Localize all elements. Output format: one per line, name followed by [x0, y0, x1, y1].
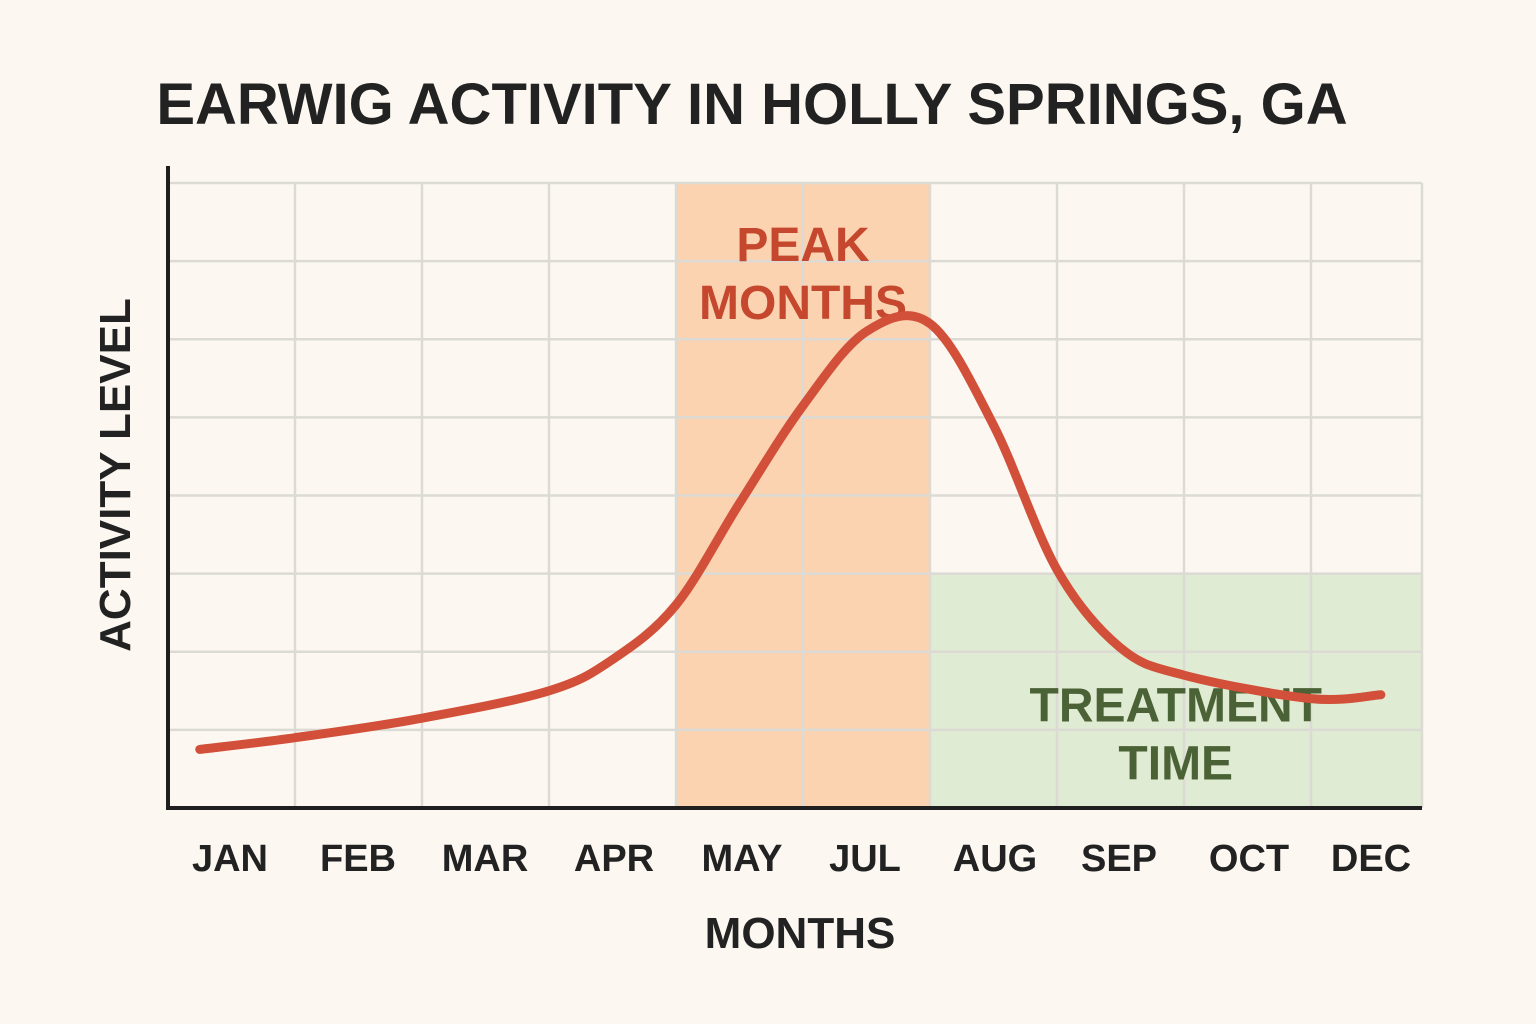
band-0-label-line-1: MONTHS: [699, 277, 907, 330]
x-tick-label-jul: JUL: [829, 838, 901, 880]
y-axis-label: ACTIVITY LEVEL: [91, 298, 140, 652]
series-0-line: [195, 311, 1386, 754]
chart-title: EARWIG ACTIVITY IN HOLLY SPRINGS, GA: [156, 72, 1347, 137]
x-tick-label-mar: MAR: [442, 838, 529, 880]
x-tick-label-feb: FEB: [320, 838, 396, 880]
x-tick-label-oct: OCT: [1209, 838, 1289, 880]
band-1: [930, 573, 1422, 808]
x-tick-label-aug: AUG: [953, 838, 1037, 880]
x-tick-label-jan: JAN: [192, 838, 268, 880]
band-1-label-line-0: TREATMENT: [1030, 680, 1322, 733]
band-0-label-line-0: PEAK: [736, 219, 870, 272]
x-tick-label-apr: APR: [574, 838, 654, 880]
x-tick-label-sep: SEP: [1081, 838, 1157, 880]
x-tick-labels: JAN FEB MAR APR MAY JUL AUG SEP OCT DEC: [192, 838, 1411, 880]
x-axis-label: MONTHS: [705, 909, 896, 958]
x-tick-label-may: MAY: [702, 838, 783, 880]
grid-lines: [168, 181, 1424, 808]
series-layer: [195, 311, 1386, 754]
axes: [166, 166, 1422, 810]
x-tick-label-dec: DEC: [1331, 838, 1411, 880]
band-1-label-line-1: TIME: [1118, 738, 1233, 791]
